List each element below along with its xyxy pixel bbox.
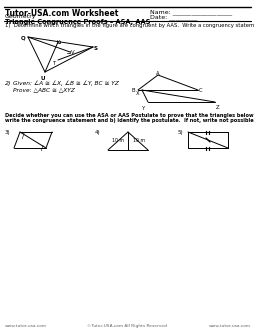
Text: Y: Y <box>141 106 145 111</box>
Text: 4): 4) <box>95 130 100 135</box>
Text: write the congruence statement and b) identify the postulate.  If not, write not: write the congruence statement and b) id… <box>5 118 254 123</box>
Text: U: U <box>41 76 45 81</box>
Text: V: V <box>71 50 74 55</box>
Text: K: K <box>57 40 60 45</box>
Text: Prove: △ABC ≅ △XYZ: Prove: △ABC ≅ △XYZ <box>13 87 75 92</box>
Text: X: X <box>135 91 139 96</box>
Text: A: A <box>155 71 159 76</box>
Text: S: S <box>94 46 98 51</box>
Text: 2): 2) <box>5 81 11 86</box>
Text: Tutor-USA.com Worksheet: Tutor-USA.com Worksheet <box>5 9 118 18</box>
Text: C: C <box>198 88 202 93</box>
Text: www.tutor-usa.com: www.tutor-usa.com <box>5 324 47 328</box>
Text: /: / <box>41 145 43 151</box>
Text: www.tutor-usa.com: www.tutor-usa.com <box>208 324 250 328</box>
Text: Decide whether you can use the ASA or AAS Postulate to prove that the triangles : Decide whether you can use the ASA or AA… <box>5 113 254 118</box>
Text: Name: ___________________: Name: ___________________ <box>149 9 231 15</box>
Text: /: / <box>22 133 24 139</box>
Text: ©Tutor-USA.com All Rights Reserved: ©Tutor-USA.com All Rights Reserved <box>87 324 166 328</box>
Text: 10 m: 10 m <box>133 138 145 143</box>
Text: Date: _________: Date: _________ <box>149 14 197 20</box>
Text: 5): 5) <box>177 130 183 135</box>
Text: Z: Z <box>215 105 219 110</box>
Text: 1)  Determine which triangles in the figure are congruent by AAS.  Write a congr: 1) Determine which triangles in the figu… <box>5 23 254 28</box>
Text: Triangle Congruence Proofs – ASA, AAS: Triangle Congruence Proofs – ASA, AAS <box>5 19 150 25</box>
Text: 10 m: 10 m <box>112 138 124 143</box>
Text: B: B <box>132 88 135 93</box>
Text: 3): 3) <box>5 130 11 135</box>
Text: T: T <box>53 61 56 66</box>
Text: Q: Q <box>21 36 25 41</box>
Text: Given: ∠A ≅ ∠X, ∠B ≅ ∠Y, BC ≅ YZ: Given: ∠A ≅ ∠X, ∠B ≅ ∠Y, BC ≅ YZ <box>13 81 118 86</box>
Text: Geometry: Geometry <box>5 14 36 19</box>
